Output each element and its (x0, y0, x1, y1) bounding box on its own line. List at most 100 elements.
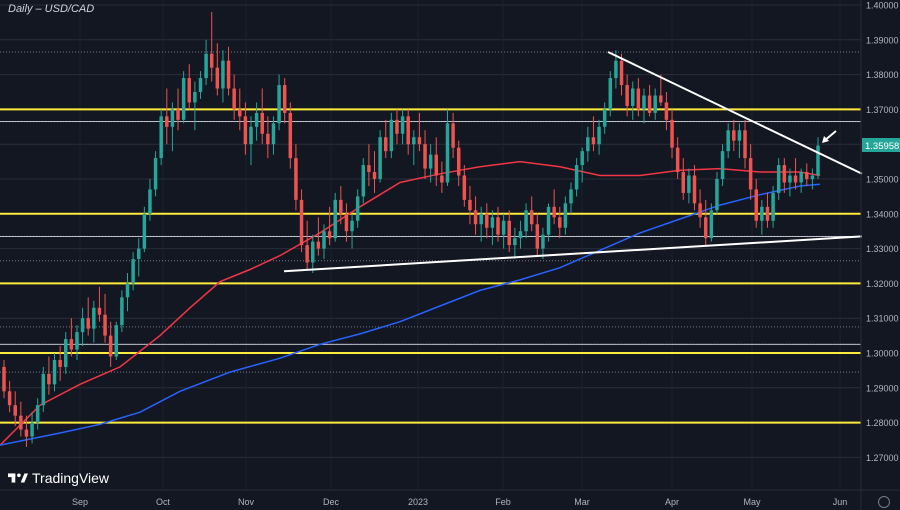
candle-body (153, 158, 158, 190)
candles (2, 11, 820, 447)
x-tick-label: Jun (833, 497, 848, 507)
moving-average-line (0, 160, 821, 446)
candle-body (687, 175, 691, 193)
candle-body (558, 217, 562, 228)
candle-body (193, 92, 197, 103)
candle-body (367, 165, 371, 173)
candle-body (215, 67, 220, 89)
candle-body (456, 147, 461, 176)
candle-body (75, 332, 79, 350)
candle-body (462, 175, 467, 200)
candle-body (805, 172, 809, 179)
last-price-label-bg (862, 138, 900, 152)
candle-body (305, 245, 309, 263)
x-tick-label: Feb (495, 497, 511, 507)
candle-body (311, 241, 315, 263)
candle-body (333, 199, 337, 239)
candle-body (760, 206, 764, 221)
y-tick-label: 1.34000 (866, 209, 899, 219)
candle-body (282, 85, 287, 113)
y-tick-label: 1.31000 (866, 314, 899, 324)
candle-body (58, 359, 62, 367)
candle-body (339, 199, 343, 214)
trendlines (283, 51, 863, 273)
candle-body (619, 60, 624, 86)
y-tick-label: 1.40000 (866, 1, 899, 11)
candle-body (546, 206, 551, 235)
x-tick-label: 2023 (408, 497, 428, 507)
candle-body (288, 112, 293, 159)
candle-body (518, 231, 523, 239)
candle-body (468, 199, 472, 211)
y-tick-label: 1.27000 (866, 453, 899, 463)
candle-body (148, 189, 152, 214)
candle-body (473, 210, 478, 225)
arrow-annotation-icon (822, 130, 837, 143)
candle-body (344, 213, 349, 232)
candle-body (114, 325, 119, 357)
candle-body (720, 151, 725, 179)
candle-body (80, 318, 85, 333)
candle-body (681, 172, 686, 193)
time-axis[interactable]: Sep Oct Nov Dec 2023 Feb Mar Apr May Jun (72, 497, 847, 507)
candle-body (451, 123, 455, 148)
y-tick-label: 1.38000 (866, 70, 899, 80)
candle-body (24, 429, 29, 437)
candle-body (249, 126, 253, 145)
candle-body (322, 231, 326, 249)
candle-body (92, 307, 96, 329)
candle-body (13, 405, 17, 416)
candle-body (485, 213, 489, 228)
candle-body (316, 241, 321, 249)
candle-body (254, 112, 259, 127)
y-tick-label: 1.37000 (866, 105, 899, 115)
candle-body (170, 109, 175, 127)
chart-title: Daily – USD/CAD (8, 3, 95, 15)
candle-body (238, 109, 242, 117)
candle-body (698, 203, 702, 218)
candle-body (552, 206, 556, 218)
x-tick-label: Apr (665, 497, 679, 507)
x-tick-label: Sep (72, 497, 88, 507)
candle-body (327, 231, 332, 239)
y-tick-label: 1.33000 (866, 244, 899, 254)
candle-body (69, 339, 74, 350)
candle-body (524, 210, 528, 232)
x-tick-label: Nov (238, 497, 255, 507)
candle-body (445, 123, 450, 183)
candle-body (271, 123, 276, 145)
candle-body (120, 297, 124, 326)
candle-body (535, 224, 540, 249)
tradingview-logo[interactable]: TradingView (8, 470, 109, 486)
candle-body (653, 95, 657, 113)
candle-body (591, 137, 596, 145)
candle-body (507, 220, 511, 246)
candle-body (159, 116, 163, 159)
candle-body (103, 314, 107, 336)
tradingview-logo-icon (8, 473, 28, 483)
candle-body (715, 179, 719, 211)
candle-body (232, 88, 236, 110)
trendline (283, 235, 863, 273)
candle-body (226, 60, 231, 89)
candle-body (378, 137, 382, 179)
tradingview-logo-text: TradingView (32, 470, 110, 486)
candle-body (165, 116, 169, 127)
candle-body (125, 283, 130, 298)
candle-body (19, 415, 23, 430)
candle-body (198, 78, 203, 92)
candle-body (569, 189, 573, 204)
candle-body (355, 196, 360, 221)
candle-body (602, 109, 607, 127)
candle-body (597, 126, 601, 145)
settings-gear-icon[interactable] (878, 496, 890, 508)
candle-body (799, 172, 803, 183)
candle-body (299, 199, 304, 246)
candle-body (30, 422, 34, 437)
y-tick-label: 1.32000 (866, 279, 899, 289)
candle-body (400, 116, 405, 134)
candle-body (625, 85, 629, 106)
candle-body (372, 172, 377, 179)
